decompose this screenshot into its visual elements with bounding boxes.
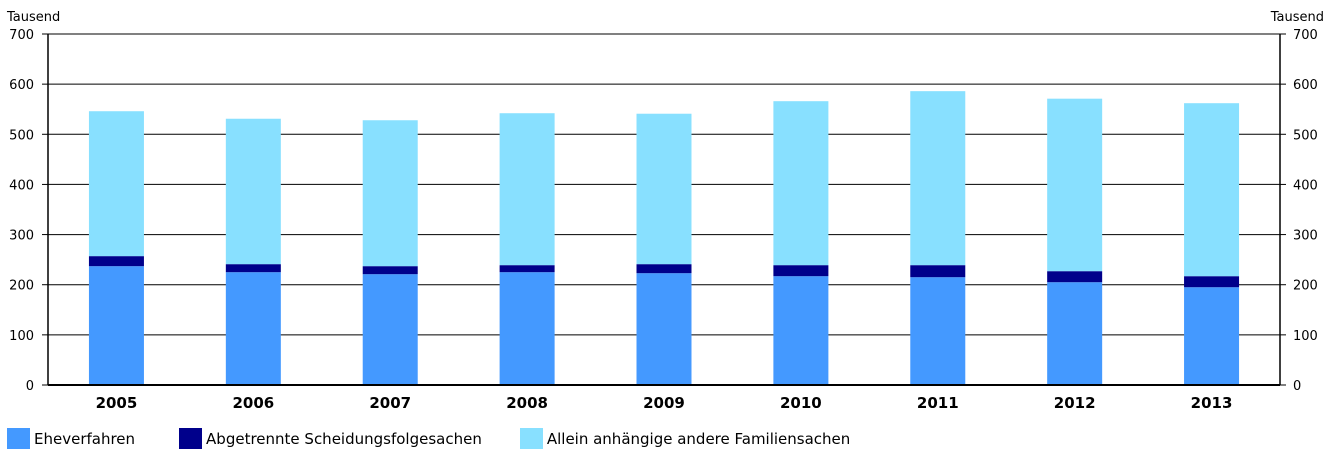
legend-swatch bbox=[519, 428, 543, 449]
y-axis-left: 0 100 200 300 400 500 600 700 bbox=[9, 28, 34, 394]
bar-segment bbox=[773, 101, 829, 266]
x-tick-label: 2011 bbox=[917, 394, 959, 412]
bar-segment bbox=[910, 91, 966, 266]
bar-segment bbox=[1184, 103, 1240, 277]
y-tick-label: 500 bbox=[1293, 128, 1318, 143]
bar-segment bbox=[1184, 287, 1240, 385]
bar-segment bbox=[225, 264, 281, 273]
x-tick-label: 2012 bbox=[1054, 394, 1096, 412]
x-tick-label: 2006 bbox=[232, 394, 274, 412]
y-tick-label: 600 bbox=[1293, 78, 1318, 93]
y-tick-label: 0 bbox=[1293, 379, 1301, 394]
x-tick-label: 2010 bbox=[780, 394, 822, 412]
y-tick-label: 300 bbox=[9, 229, 34, 244]
bar-segment bbox=[362, 266, 418, 275]
y-tick-label: 600 bbox=[9, 78, 34, 93]
x-tick-label: 2005 bbox=[96, 394, 138, 412]
y-tick-label: 100 bbox=[1293, 329, 1318, 344]
x-tick-label: 2007 bbox=[369, 394, 411, 412]
bar-segment bbox=[773, 265, 829, 277]
x-tick-label: 2009 bbox=[643, 394, 685, 412]
y-tick-label: 400 bbox=[1293, 178, 1318, 193]
y-tick-label: 700 bbox=[1293, 28, 1318, 43]
y-tick-label: 100 bbox=[9, 329, 34, 344]
bar-segment bbox=[773, 276, 829, 385]
bars bbox=[88, 91, 1240, 385]
legend-label: Allein anhängige andere Familiensachen bbox=[546, 429, 851, 448]
bar-segment bbox=[636, 113, 692, 265]
bar-segment bbox=[499, 265, 555, 273]
bar-segment bbox=[88, 256, 144, 267]
bar-segment bbox=[1047, 271, 1103, 283]
bar-segment bbox=[1184, 276, 1240, 288]
x-axis: 2005 2006 2007 2008 2009 2010 2011 2012 2013 bbox=[96, 394, 1233, 412]
legend-item-familiensachen: Allein anhängige andere Familiensachen bbox=[519, 428, 851, 449]
bar-segment bbox=[636, 264, 692, 274]
y-tick-label: 700 bbox=[9, 28, 34, 43]
bar-segment bbox=[910, 265, 966, 278]
y-tick-label: 300 bbox=[1293, 229, 1318, 244]
y-tick-label: 500 bbox=[9, 128, 34, 143]
bar-segment bbox=[362, 274, 418, 385]
bar-segment bbox=[225, 118, 281, 265]
y-tick-label: 200 bbox=[9, 279, 34, 294]
bar-segment bbox=[910, 277, 966, 385]
y-unit-label-left: Tausend bbox=[6, 10, 60, 25]
x-tick-label: 2013 bbox=[1191, 394, 1233, 412]
legend: Eheverfahren Abgetrennte Scheidungsfolge… bbox=[7, 428, 888, 449]
legend-label: Eheverfahren bbox=[34, 429, 136, 448]
y-tick-label: 200 bbox=[1293, 279, 1318, 294]
y-axis-right: 0 100 200 300 400 500 600 700 bbox=[1293, 28, 1318, 394]
bar-segment bbox=[636, 273, 692, 385]
legend-swatch bbox=[179, 428, 203, 449]
bar-segment bbox=[499, 113, 555, 266]
legend-swatch bbox=[7, 428, 30, 449]
bar-segment bbox=[1047, 98, 1103, 272]
legend-label: Abgetrennte Scheidungsfolgesachen bbox=[206, 429, 482, 448]
legend-item-eheverfahren: Eheverfahren bbox=[7, 428, 135, 449]
x-tick-label: 2008 bbox=[506, 394, 548, 412]
bar-segment bbox=[88, 111, 144, 257]
legend-item-scheidungsfolgesachen: Abgetrennte Scheidungsfolgesachen bbox=[179, 428, 482, 449]
y-tick-label: 0 bbox=[26, 379, 34, 394]
bar-segment bbox=[88, 266, 144, 385]
y-tick-label: 400 bbox=[9, 178, 34, 193]
bar-segment bbox=[225, 272, 281, 385]
y-unit-label-right: Tausend bbox=[1270, 10, 1324, 25]
bar-segment bbox=[1047, 282, 1103, 385]
axes bbox=[42, 33, 1286, 386]
bar-segment bbox=[362, 120, 418, 267]
bar-segment bbox=[499, 272, 555, 385]
